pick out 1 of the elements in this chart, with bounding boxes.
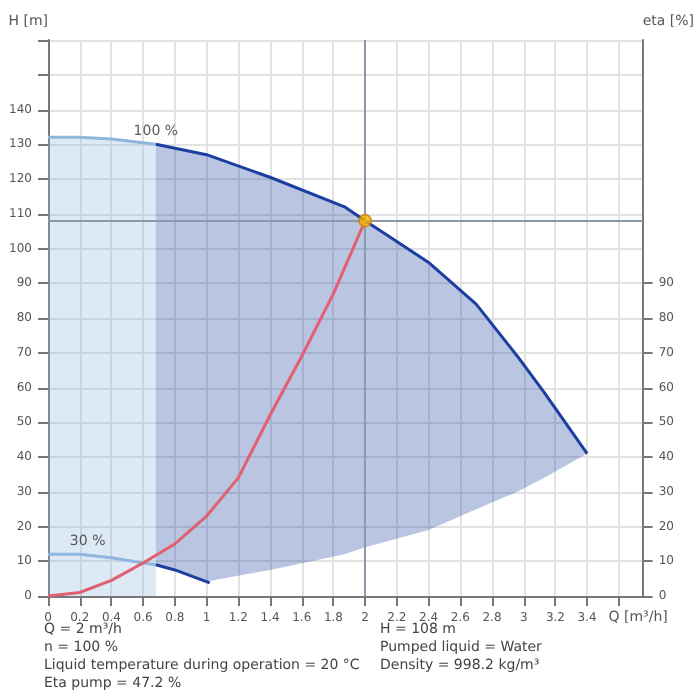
- line-series: [154, 142, 589, 456]
